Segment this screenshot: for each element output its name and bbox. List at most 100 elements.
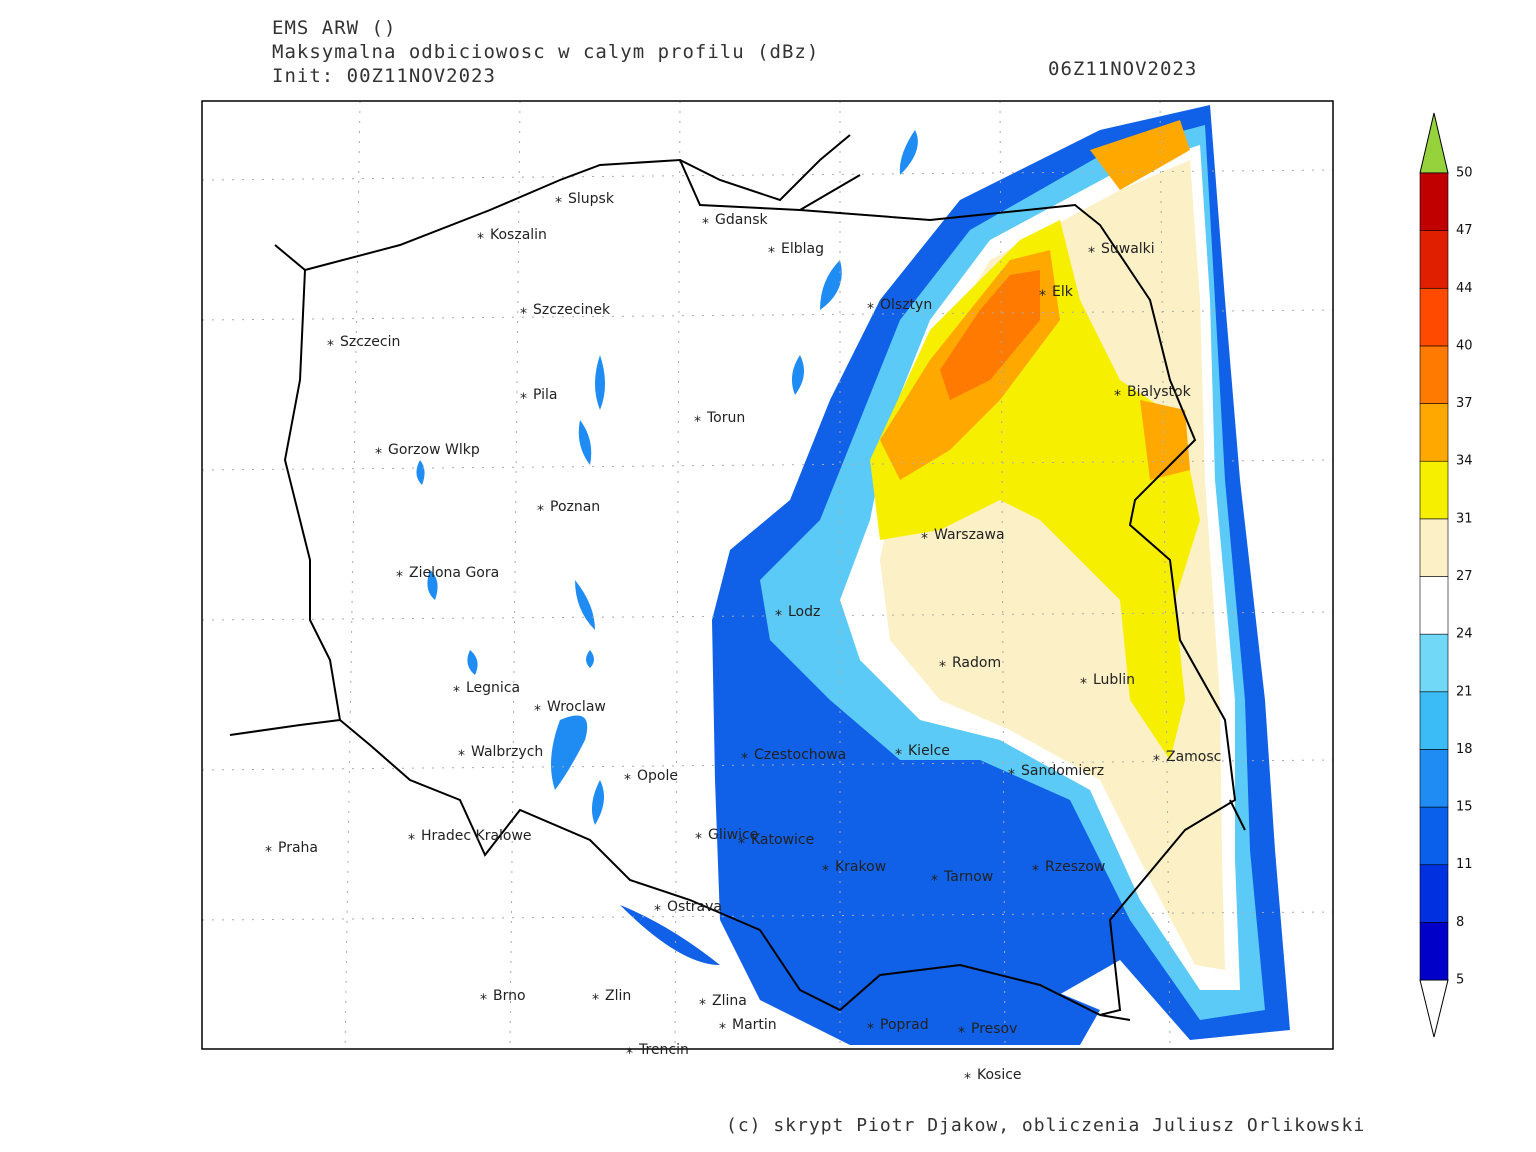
colorbar-label: 44	[1456, 281, 1473, 296]
credit: (c) skrypt Piotr Djakow, obliczenia Juli…	[726, 1115, 1365, 1136]
city-name: Opole	[637, 768, 678, 784]
city-name: Sandomierz	[1021, 763, 1104, 779]
city-star: *	[327, 338, 334, 354]
city-name: Olsztyn	[880, 297, 932, 313]
city-name: Czestochowa	[754, 747, 846, 763]
colorbar: 5 8 11 15 18 21 24 27 31 34 37 40 44 47 50	[1419, 112, 1473, 1038]
colorbar-over	[1419, 112, 1449, 174]
colorbar-box	[1419, 518, 1449, 577]
city-name: Ostrava	[667, 899, 722, 915]
city-star: *	[958, 1025, 965, 1041]
city-name: Praha	[278, 840, 318, 856]
city-name: Poznan	[550, 499, 600, 515]
city-name: Zlin	[605, 988, 631, 1004]
city-star: *	[453, 684, 460, 700]
country-borders	[229, 134, 1246, 1021]
city-star: *	[939, 659, 946, 675]
city-name: Kosice	[977, 1067, 1022, 1083]
city-name: Legnica	[466, 680, 520, 696]
map-frame	[201, 100, 1334, 1050]
city-star: *	[520, 391, 527, 407]
city-name: Presov	[971, 1021, 1017, 1037]
city-star: *	[1114, 388, 1121, 404]
colorbar-box	[1419, 749, 1449, 808]
colorbar-label: 47	[1456, 223, 1473, 238]
city-name: Elblag	[781, 241, 824, 257]
city-name: Tarnow	[943, 869, 993, 885]
city-name: Kielce	[908, 743, 950, 759]
city-star: *	[964, 1071, 971, 1087]
city-name: Lublin	[1093, 672, 1135, 688]
colorbar-box	[1419, 864, 1449, 923]
city-star: *	[867, 1021, 874, 1037]
city-star: *	[626, 1046, 633, 1062]
city-star: *	[694, 414, 701, 430]
city-star: *	[768, 245, 775, 261]
city-name: Zlina	[712, 993, 747, 1009]
city-star: *	[822, 863, 829, 879]
city-star: *	[537, 503, 544, 519]
init-time: Init: 00Z11NOV2023	[272, 65, 496, 87]
city-star: *	[520, 306, 527, 322]
colorbar-box	[1419, 230, 1449, 289]
city-star: *	[1008, 767, 1015, 783]
colorbar-box	[1419, 576, 1449, 635]
city-name: Gdansk	[715, 212, 768, 228]
city-star: *	[921, 531, 928, 547]
city-name: Zamosc	[1166, 749, 1221, 765]
city-star: *	[775, 608, 782, 624]
city-star: *	[654, 903, 661, 919]
city-star: *	[695, 831, 702, 847]
colorbar-box	[1419, 691, 1449, 750]
colorbar-label: 18	[1456, 742, 1473, 757]
city-labels: * Slupsk * Koszalin * Gdansk * Elblag * Szczecine…	[265, 191, 1221, 1087]
city-name: Gorzow Wlkp	[388, 442, 480, 458]
city-star: *	[1032, 863, 1039, 879]
colorbar-box	[1419, 460, 1449, 520]
city-star: *	[534, 703, 541, 719]
city-name: Torun	[706, 410, 745, 426]
colorbar-label: 31	[1456, 511, 1473, 526]
city-name: Walbrzych	[471, 744, 543, 760]
city-star: *	[702, 216, 709, 232]
city-name: Lodz	[788, 604, 820, 620]
city-name: Szczecin	[340, 334, 400, 350]
map: * Slupsk * Koszalin * Gdansk * Elblag * Szczecine…	[201, 100, 1334, 1087]
colorbar-label: 50	[1456, 166, 1473, 181]
city-star: *	[265, 844, 272, 860]
colorbar-label: 21	[1456, 684, 1473, 699]
colorbar-label: 34	[1456, 454, 1473, 469]
city-star: *	[477, 231, 484, 247]
city-star: *	[719, 1021, 726, 1037]
city-name: Gliwice	[708, 827, 758, 843]
colorbar-under	[1419, 979, 1449, 1038]
city-star: *	[895, 747, 902, 763]
city-star: *	[480, 992, 487, 1008]
colorbar-box	[1419, 922, 1449, 981]
echo-south	[620, 818, 1100, 1045]
city-name: Szczecinek	[533, 302, 611, 318]
city-name: Suwalki	[1101, 241, 1155, 257]
city-name: Katowice	[751, 832, 814, 848]
city-star: *	[931, 873, 938, 889]
reflectivity-field	[416, 105, 1290, 1045]
colorbar-label: 11	[1456, 857, 1473, 872]
city-star: *	[738, 836, 745, 852]
colorbar-box	[1419, 345, 1449, 404]
echo-darkorange	[940, 270, 1040, 400]
city-name: Wroclaw	[547, 699, 606, 715]
city-star: *	[741, 751, 748, 767]
city-name: Krakow	[835, 859, 886, 875]
city-star: *	[396, 569, 403, 585]
city-star: *	[555, 195, 562, 211]
city-name: Warszawa	[934, 527, 1005, 543]
city-star: *	[375, 446, 382, 462]
colorbar-box	[1419, 633, 1449, 693]
city-star: *	[592, 992, 599, 1008]
colorbar-box	[1419, 806, 1449, 866]
city-star: *	[1153, 753, 1160, 769]
city-star: *	[1039, 288, 1046, 304]
colorbar-box	[1419, 172, 1449, 231]
city-name: Radom	[952, 655, 1001, 671]
